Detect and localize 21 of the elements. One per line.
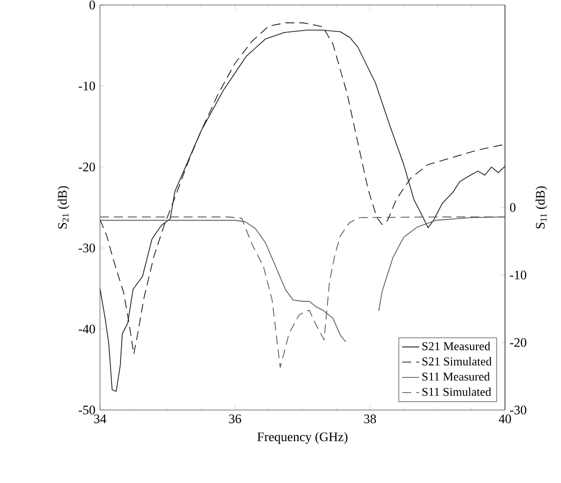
legend-label: S21 Measured	[422, 342, 490, 350]
y-tick-label: -50	[78, 406, 95, 414]
y2-tick-label: -10	[510, 270, 526, 280]
y-tick-label: -20	[78, 162, 95, 172]
y2-tick-label: -20	[510, 338, 526, 347]
y2-axis-title: S$_{11}$ (dB)	[536, 186, 548, 228]
y-tick-label: -30	[78, 244, 95, 252]
x-axis-title: Frequency (GHz)	[257, 432, 348, 444]
x-tick-label: 38	[364, 414, 376, 424]
x-tick-label: 36	[229, 414, 242, 424]
y2-tick-label: 0	[510, 203, 516, 212]
y-tick-label: -10	[78, 82, 95, 90]
y-tick-label: -40	[78, 324, 95, 334]
y-axis-title: S$_{21}$ (dB)	[58, 186, 70, 229]
legend-label: S11 Measured	[422, 372, 490, 381]
x-tick-label: 40	[498, 414, 511, 424]
legend-label: S21 Simulated	[422, 357, 492, 366]
y-tick-label: 0	[90, 0, 95, 10]
x-tick-label: 34	[94, 414, 106, 424]
y2-tick-label: -30	[510, 406, 526, 414]
legend-label: S11 Simulated	[422, 387, 492, 396]
